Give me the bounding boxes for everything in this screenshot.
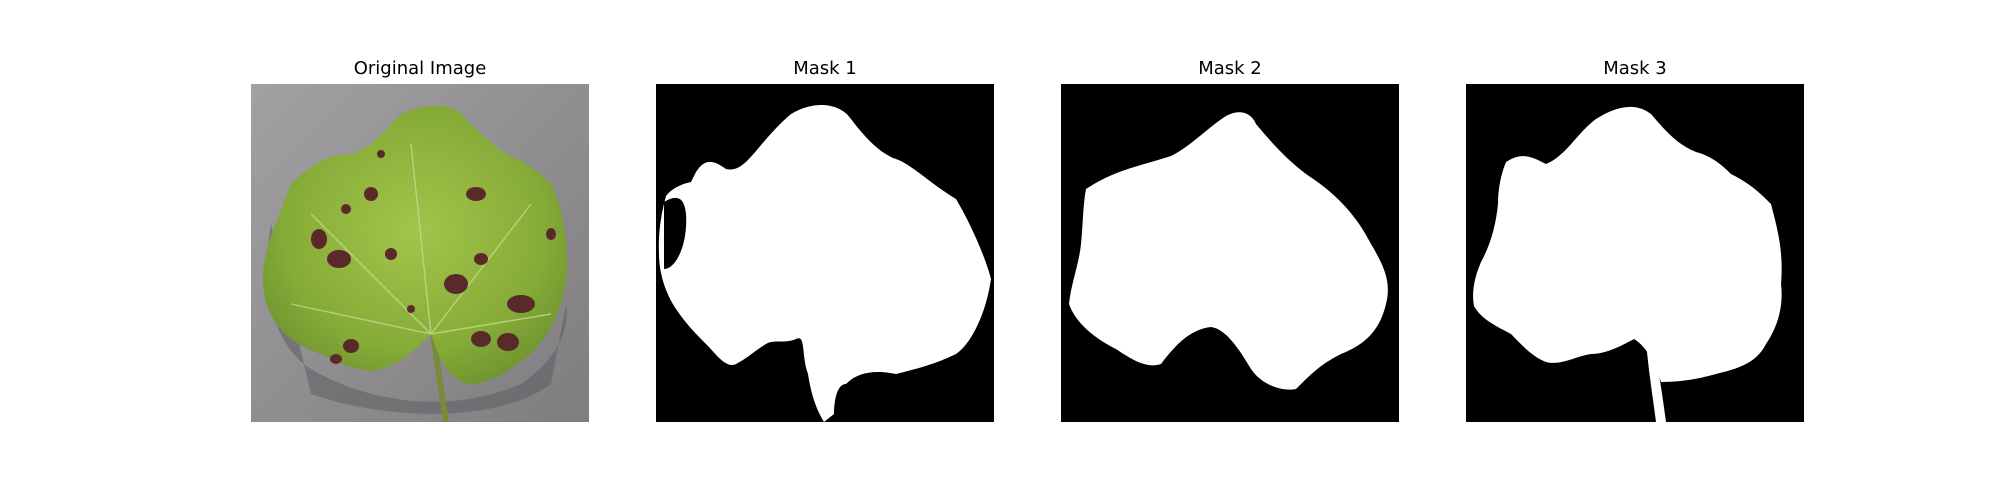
panel-mask-1: Mask 1 <box>656 0 994 500</box>
mask-stem <box>1646 342 1666 422</box>
mask-1-image <box>656 84 994 422</box>
leaf-veins <box>290 143 552 335</box>
panel-title: Mask 1 <box>793 58 857 79</box>
panel-title: Mask 3 <box>1603 58 1667 79</box>
leaf-stem <box>429 324 449 422</box>
leaf-spots <box>311 150 556 364</box>
panel-title: Mask 2 <box>1198 58 1262 79</box>
mask-3-image <box>1466 84 1804 422</box>
mask-region <box>1069 112 1388 390</box>
mask-region <box>658 104 991 422</box>
panel-mask-3: Mask 3 <box>1466 0 1804 500</box>
original-leaf-image <box>251 84 589 422</box>
mask-hole <box>664 197 687 269</box>
panel-title: Original Image <box>353 58 487 79</box>
mask-region <box>1473 106 1782 382</box>
panel-original-image: Original Image <box>251 0 589 500</box>
panel-mask-2: Mask 2 <box>1061 0 1399 500</box>
mask-2-image <box>1061 84 1399 422</box>
